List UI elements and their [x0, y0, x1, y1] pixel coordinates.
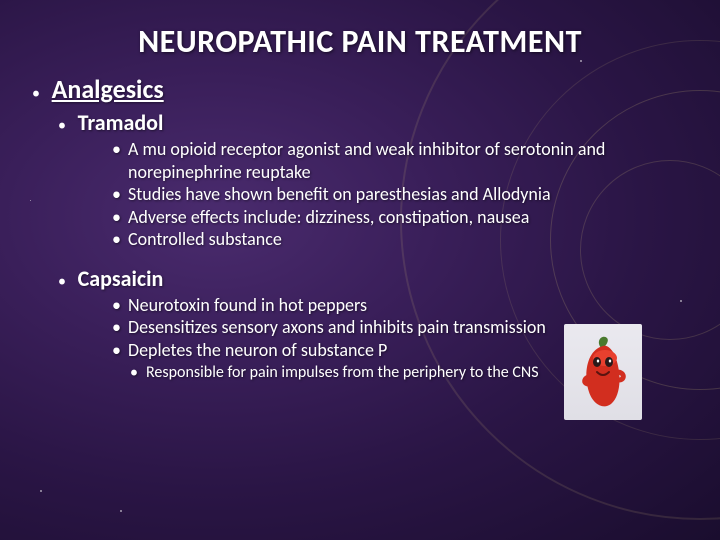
- bullet-list-lvl3: A mu opioid receptor agonist and weak in…: [112, 138, 642, 251]
- lvl3-text: Controlled substance: [128, 228, 642, 251]
- lvl3-text: Adverse effects include: dizziness, cons…: [128, 206, 642, 229]
- list-item: Studies have shown benefit on paresthesi…: [112, 183, 642, 206]
- lvl3-text: A mu opioid receptor agonist and weak in…: [128, 138, 642, 183]
- chili-pepper-image: [564, 324, 642, 420]
- chili-pepper-icon: [573, 332, 633, 412]
- list-item: Depletes the neuron of substance P: [112, 339, 642, 362]
- list-item: A mu opioid receptor agonist and weak in…: [112, 138, 642, 183]
- list-item: Controlled substance: [112, 228, 642, 251]
- lvl2-label: Tramadol: [78, 109, 164, 136]
- list-item: Neurotoxin found in hot peppers: [112, 294, 642, 317]
- lvl3-text: Studies have shown benefit on paresthesi…: [128, 183, 642, 206]
- list-item: Tramadol A mu opioid receptor agonist an…: [58, 109, 688, 251]
- list-item: Adverse effects include: dizziness, cons…: [112, 206, 642, 229]
- slide-content: NEUROPATHIC PAIN TREATMENT Analgesics Tr…: [0, 0, 720, 540]
- lvl3-text: Neurotoxin found in hot peppers: [128, 294, 642, 317]
- lvl1-label: Analgesics: [52, 73, 164, 105]
- slide-title: NEUROPATHIC PAIN TREATMENT: [32, 22, 688, 61]
- list-item: Desensitizes sensory axons and inhibits …: [112, 316, 642, 339]
- lvl2-label: Capsaicin: [78, 265, 164, 292]
- bullet-list-lvl3: Neurotoxin found in hot peppers Desensit…: [112, 294, 642, 362]
